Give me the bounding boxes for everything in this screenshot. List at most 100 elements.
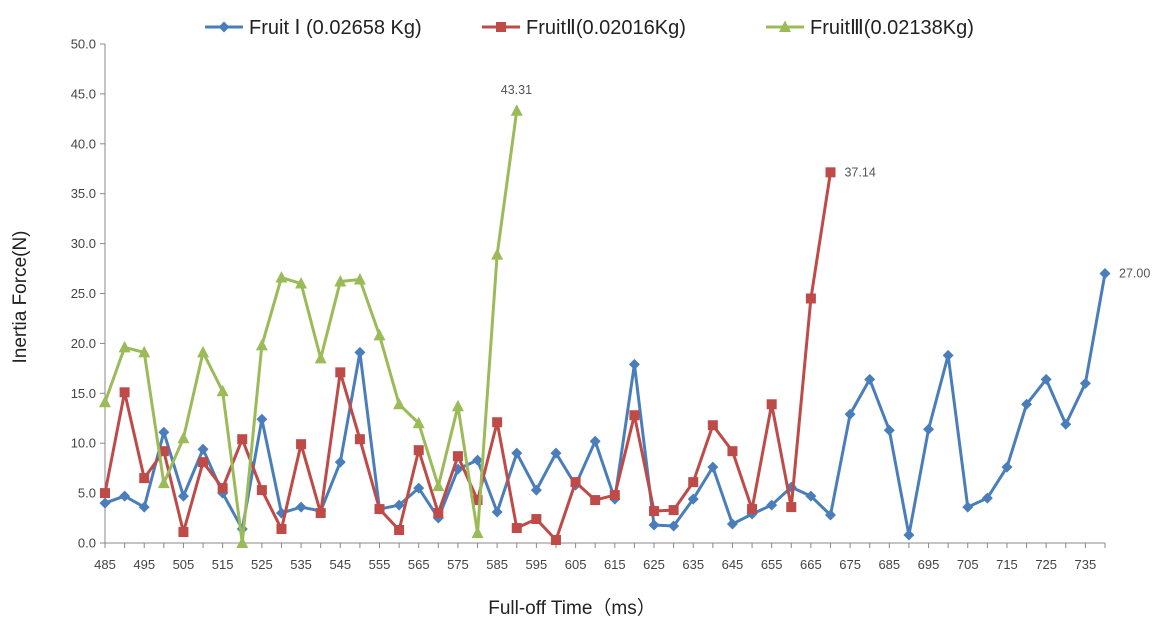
y-axis-title: Inertia Force(N) [10, 230, 31, 363]
data-point [570, 477, 581, 488]
data-point [668, 520, 680, 532]
data-point [315, 508, 326, 519]
data-point [1001, 461, 1013, 473]
data-point [255, 338, 268, 351]
x-axis-title: Full-off Time（ms） [488, 597, 656, 619]
data-point [472, 454, 484, 466]
data-point [119, 387, 130, 398]
data-point [531, 514, 542, 525]
data-point [805, 293, 816, 304]
x-tick-label: 625 [643, 557, 665, 572]
x-tick-label: 495 [133, 557, 155, 572]
x-tick-label: 525 [251, 557, 273, 572]
data-point [119, 490, 131, 502]
data-point [314, 351, 327, 364]
data-point [177, 431, 190, 444]
data-point [766, 399, 777, 410]
data-point [766, 499, 778, 511]
y-tick-label: 0.0 [78, 536, 96, 551]
data-point [550, 447, 562, 459]
y-tick-label: 30.0 [71, 236, 96, 251]
data-point [158, 446, 169, 457]
data-point [1079, 377, 1091, 389]
data-point [903, 529, 915, 541]
data-point [158, 426, 170, 438]
series-line [104, 273, 1107, 537]
data-point [334, 275, 347, 287]
data-point [335, 367, 346, 378]
legend-marker [779, 20, 791, 32]
data-point [198, 457, 209, 468]
series-3: 43.31 [99, 83, 532, 548]
x-tick-label: 655 [761, 557, 783, 572]
chart-axes: 0.0 5.0 10.0 15.0 20.0 25.0 30.0 35.0 40.0 45.0 50… [71, 37, 1106, 572]
data-point [825, 167, 836, 178]
x-tick-label: 635 [682, 557, 704, 572]
x-tick-label: 515 [212, 557, 234, 572]
legend-item: Fruit Ⅰ (0.02658 Kg) [205, 17, 422, 39]
data-point [334, 456, 346, 468]
x-tick-label: 485 [94, 557, 116, 572]
x-tick-label: 665 [800, 557, 822, 572]
data-point [373, 328, 386, 341]
x-tick-label: 555 [369, 557, 391, 572]
data-point [394, 525, 405, 536]
data-point [1021, 398, 1033, 410]
data-point [492, 417, 503, 428]
y-axis-ticks: 0.0 5.0 10.0 15.0 20.0 25.0 30.0 35.0 40.0 45.0 50… [71, 37, 105, 551]
x-tick-label: 705 [957, 557, 979, 572]
data-point [197, 443, 209, 455]
data-point [472, 495, 483, 506]
data-point [99, 395, 111, 408]
data-point [609, 490, 620, 501]
data-point [236, 536, 249, 548]
data-label: 43.31 [501, 83, 532, 97]
data-point [1099, 268, 1111, 280]
data-point [942, 349, 954, 361]
x-tick-label: 725 [1035, 557, 1057, 572]
data-point [687, 493, 699, 505]
legend-marker [496, 22, 506, 32]
data-point [668, 505, 679, 516]
y-tick-label: 40.0 [71, 136, 96, 151]
data-point [1060, 418, 1072, 430]
data-point [510, 104, 523, 116]
data-point [256, 485, 267, 496]
data-point [824, 509, 836, 521]
data-point [138, 501, 150, 513]
data-point [471, 526, 484, 539]
data-point [451, 399, 464, 412]
x-tick-label: 565 [408, 557, 430, 572]
x-tick-label: 675 [839, 557, 861, 572]
y-tick-label: 10.0 [71, 436, 96, 451]
data-point [589, 435, 601, 447]
x-tick-label: 505 [173, 557, 195, 572]
data-point [237, 434, 248, 445]
x-tick-label: 685 [878, 557, 900, 572]
data-point [530, 484, 542, 496]
legend-marker [218, 21, 230, 33]
x-tick-label: 595 [526, 557, 548, 572]
chart-legend: Fruit Ⅰ (0.02658 Kg) FruitⅡ(0.02016Kg) Fru… [205, 17, 974, 39]
data-point [295, 277, 308, 289]
data-point [707, 461, 719, 473]
data-point [981, 492, 993, 504]
data-point [177, 490, 189, 502]
data-point [511, 523, 522, 534]
data-point [491, 248, 504, 260]
data-point [178, 527, 189, 538]
data-point [275, 271, 288, 283]
data-point [139, 473, 150, 484]
data-point [629, 410, 640, 421]
y-tick-label: 50.0 [71, 37, 96, 52]
legend-label: Fruit Ⅰ (0.02658 Kg) [249, 17, 422, 39]
data-point [962, 501, 974, 513]
data-point [433, 508, 444, 519]
data-point [295, 501, 307, 513]
data-point [393, 499, 405, 511]
data-point [296, 439, 307, 450]
data-point [197, 345, 210, 358]
data-point [649, 506, 660, 517]
data-point [688, 477, 699, 488]
